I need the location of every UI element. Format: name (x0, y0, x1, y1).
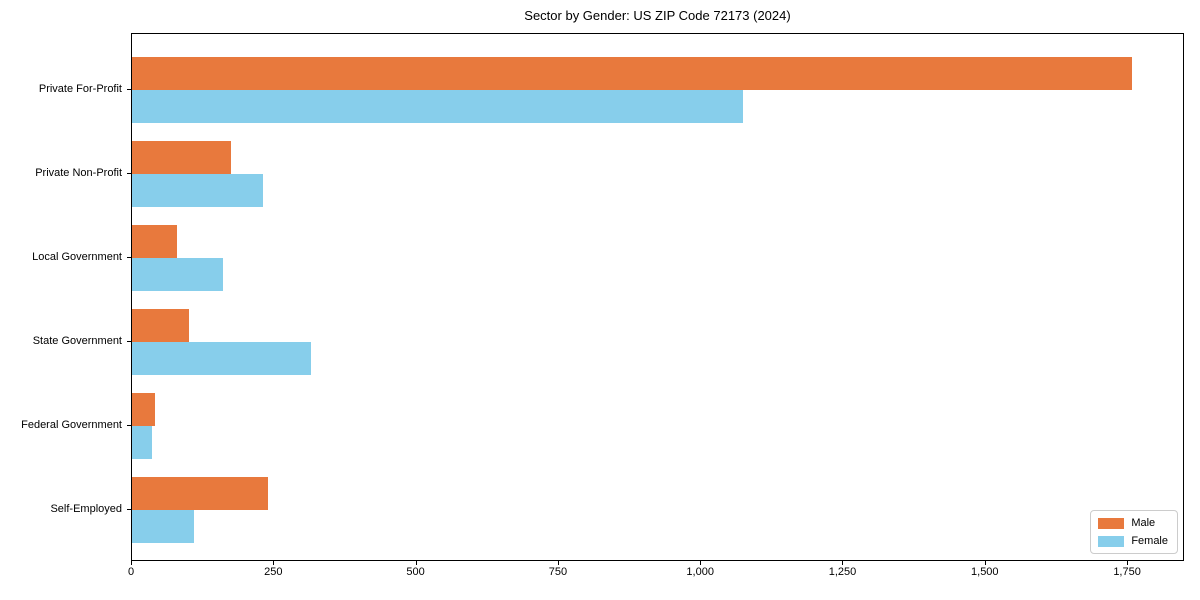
bar-female-federal-government (132, 426, 152, 459)
x-axis-tick-label-0: 0 (127, 566, 135, 578)
bar-female-private-for-profit (132, 90, 743, 123)
y-axis-label-private-non-profit: Private Non-Profit (35, 167, 122, 179)
x-axis-tick (984, 561, 986, 565)
y-axis-tick (127, 509, 131, 510)
y-axis-tick (127, 89, 131, 90)
x-axis-tick (1127, 561, 1129, 565)
y-axis-tick (127, 425, 131, 426)
x-axis-tick (131, 561, 132, 565)
x-axis-tick (842, 561, 844, 565)
y-axis-tick (127, 173, 131, 174)
bar-female-private-non-profit (132, 174, 263, 207)
x-axis-tick-label-250: 250 (264, 566, 283, 578)
legend-item-female: Female (1098, 535, 1168, 547)
x-axis-tick-label-1-750: 1,750 (1113, 566, 1141, 578)
legend-label-male: Male (1131, 517, 1156, 529)
bar-male-state-government (132, 309, 189, 342)
x-axis-tick-label-1-500: 1,500 (971, 566, 999, 578)
y-axis-label-self-employed: Self-Employed (50, 503, 122, 515)
bar-male-federal-government (132, 393, 155, 426)
x-axis-tick (557, 561, 559, 565)
bar-female-self-employed (132, 510, 195, 543)
chart-title: Sector by Gender: US ZIP Code 72173 (202… (524, 8, 791, 23)
y-axis-label-state-government: State Government (32, 335, 122, 347)
y-axis-label-federal-government: Federal Government (21, 419, 122, 431)
legend-swatch-male (1098, 517, 1125, 529)
bar-male-self-employed (132, 477, 269, 510)
bar-female-local-government (132, 258, 223, 291)
x-axis-tick (273, 561, 275, 565)
y-axis-tick (127, 341, 131, 342)
x-axis-tick (415, 561, 417, 565)
bar-female-state-government (132, 342, 311, 375)
y-axis-label-local-government: Local Government (32, 251, 122, 263)
plot-area: Male Female (131, 33, 1184, 561)
bar-male-private-non-profit (132, 141, 232, 174)
bar-male-local-government (132, 225, 178, 258)
legend-label-female: Female (1131, 535, 1168, 547)
x-axis-tick (700, 561, 702, 565)
x-axis-tick-label-500: 500 (406, 566, 425, 578)
legend: Male Female (1090, 510, 1178, 554)
x-axis-tick-label-1-000: 1,000 (686, 566, 714, 578)
x-axis-tick-label-750: 750 (548, 566, 568, 578)
y-axis-label-private-for-profit: Private For-Profit (38, 83, 122, 95)
x-axis-tick-label-1-250: 1,250 (828, 566, 857, 578)
legend-item-male: Male (1098, 517, 1168, 529)
legend-swatch-female (1098, 535, 1125, 547)
y-axis-tick (127, 257, 131, 258)
bar-male-private-for-profit (132, 57, 1132, 90)
